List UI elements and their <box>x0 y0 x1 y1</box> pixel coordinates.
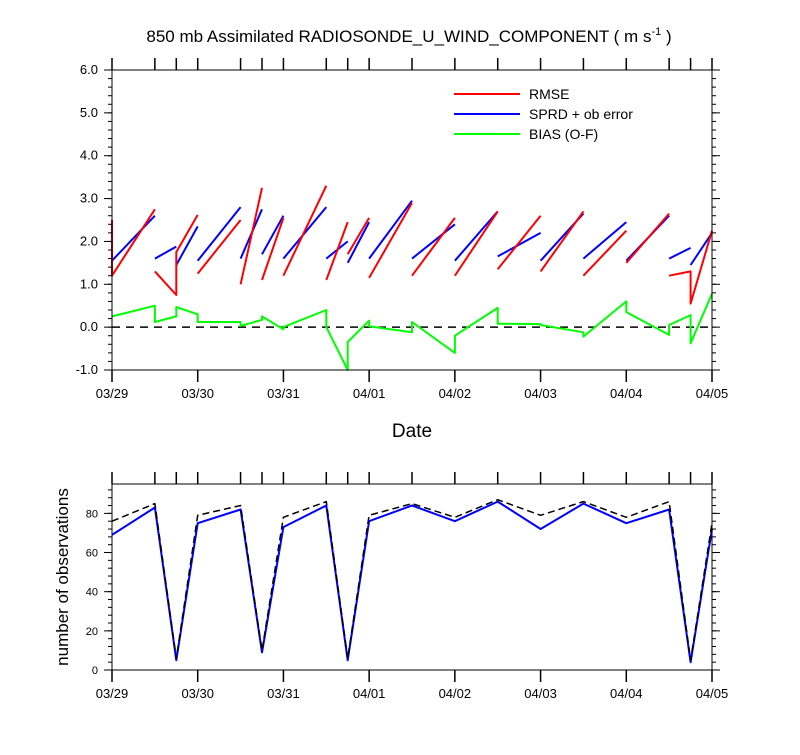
x-tick-label: 03/30 <box>181 386 214 401</box>
series-line-rmse <box>668 230 713 305</box>
x-tick-label: 04/05 <box>696 386 729 401</box>
x-tick-label: 04/03 <box>524 686 557 701</box>
series-line-rmse <box>239 187 263 285</box>
y-tick-label: -1.0 <box>76 362 98 377</box>
series-line-sprd-ob-error <box>582 221 627 260</box>
chart-title: 850 mb Assimilated RADIOSONDE_U_WIND_COM… <box>146 26 671 46</box>
y-tick-label: 2.0 <box>80 233 98 248</box>
x-tick-label: 04/01 <box>353 386 386 401</box>
series-line-sprd-ob-error <box>196 206 242 262</box>
series-line-rmse <box>346 217 370 255</box>
series-line-possible-observations <box>111 498 713 661</box>
x-tick-label: 03/29 <box>96 386 129 401</box>
y-tick-label: 60 <box>86 548 98 560</box>
x-tick-label: 03/29 <box>96 686 129 701</box>
y-tick-label: 3.0 <box>80 191 98 206</box>
top-axes: -1.0 0.0 1.0 2.0 3.0 4.0 5.0 6.0 03/29 03/30 03/31… <box>76 58 729 401</box>
series-line-sprd-ob-error <box>689 232 713 266</box>
series-line-rmse <box>368 202 413 279</box>
y-axis-label-observations: number of observations <box>53 488 72 666</box>
y-tick-label: 5.0 <box>80 105 98 120</box>
legend-label: BIAS (O-F) <box>529 126 598 142</box>
x-axis-label: Date <box>392 421 432 442</box>
series-line-rmse <box>411 217 456 277</box>
observations-panel: 0 20 40 60 80 03/29 03/30 03/31 04/01 04/02 04/03 0… <box>53 472 728 701</box>
legend-label: SPRD + ob error <box>529 106 633 122</box>
series-line-sprd-ob-error <box>346 221 370 264</box>
y-tick-label: 6.0 <box>80 62 98 77</box>
x-tick-label: 03/31 <box>267 686 300 701</box>
x-tick-label: 03/30 <box>181 686 214 701</box>
x-tick-label: 04/04 <box>610 686 643 701</box>
series-line-rmse <box>454 210 499 277</box>
series-line-rmse <box>261 217 285 281</box>
series-line-rmse <box>496 215 542 270</box>
x-tick-label: 04/03 <box>524 386 557 401</box>
series-line-sprd-ob-error <box>154 245 177 260</box>
series-line-rmse <box>539 210 585 272</box>
series-line-sprd-ob-error <box>668 247 692 260</box>
x-tick-label: 03/31 <box>267 386 300 401</box>
series-line-sprd-ob-error <box>411 223 456 260</box>
bottom-plot-frame <box>111 483 713 671</box>
y-tick-label: 0 <box>92 665 98 677</box>
series-line-rmse <box>325 221 349 281</box>
series-line-rmse <box>282 185 328 277</box>
series-line-rmse <box>582 230 628 277</box>
legend-label: RMSE <box>529 86 569 102</box>
x-tick-label: 04/05 <box>696 686 729 701</box>
x-tick-label: 04/02 <box>439 686 472 701</box>
series-line-rmse <box>196 219 242 275</box>
y-tick-label: 20 <box>86 626 98 638</box>
series-line-sprd-ob-error <box>261 215 285 255</box>
y-tick-label: 80 <box>86 508 98 520</box>
x-tick-label: 04/02 <box>439 386 472 401</box>
x-tick-label: 04/01 <box>353 686 386 701</box>
series-line-assimilated-observations <box>111 500 713 664</box>
legend: RMSE SPRD + ob error BIAS (O-F) <box>454 86 633 142</box>
series-line-rmse <box>111 208 156 277</box>
x-tick-label: 04/04 <box>610 386 643 401</box>
y-tick-label: 0.0 <box>80 319 98 334</box>
series-line-sprd-ob-error <box>368 200 413 260</box>
series-line-sprd-ob-error <box>175 225 199 266</box>
bottom-series-group <box>111 498 713 664</box>
series-line-rmse <box>154 214 199 296</box>
series-line-bias-o-f <box>111 293 713 371</box>
series-line-rmse <box>625 212 670 264</box>
rmse-panel: -1.0 0.0 1.0 2.0 3.0 4.0 5.0 6.0 03/29 03/30 03/31… <box>76 58 729 442</box>
y-tick-label: 40 <box>86 587 98 599</box>
top-series-group <box>111 185 713 371</box>
y-tick-label: 1.0 <box>80 276 98 291</box>
series-line-sprd-ob-error <box>497 232 542 258</box>
bottom-axes: 0 20 40 60 80 03/29 03/30 03/31 04/01 04/02 04/03 0… <box>86 472 729 701</box>
series-line-sprd-ob-error <box>454 210 499 262</box>
series-line-sprd-ob-error <box>111 215 156 262</box>
y-tick-label: 4.0 <box>80 148 98 163</box>
